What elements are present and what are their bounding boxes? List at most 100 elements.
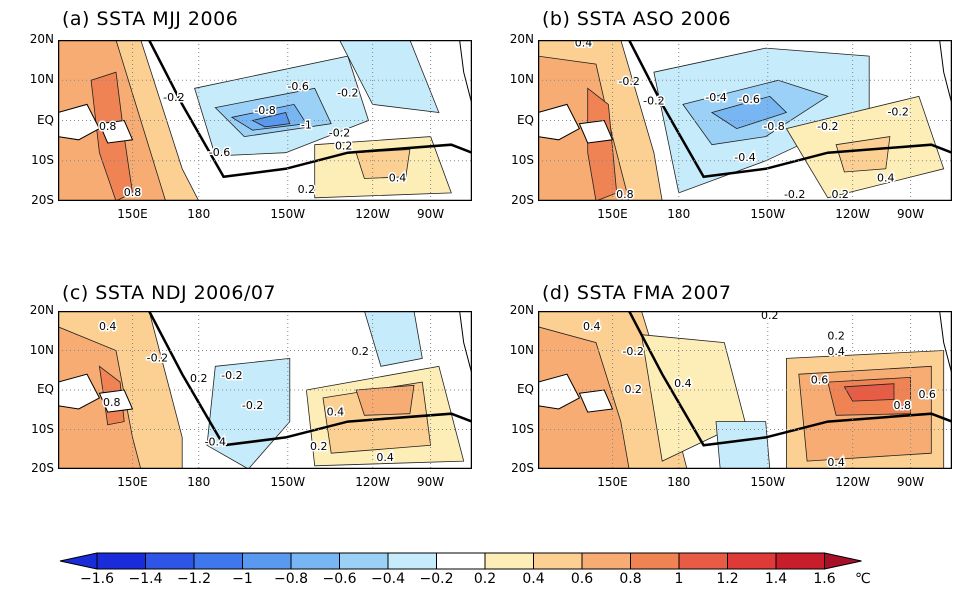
contour-label: -0.2 [622,345,643,358]
contour-label: -0.8 [254,104,275,117]
anomaly-region [355,149,411,179]
map-frame [58,40,472,201]
contour-label: 0.2 [827,329,845,342]
lat-label: 10S [511,421,534,436]
contour-label: -0.2 [147,352,168,365]
lon-label: 120W [355,207,391,221]
lon-label: 150W [270,207,306,221]
colorbar-tick-label: −0.6 [322,571,357,587]
land-mass [538,103,581,141]
lon-label: 150W [270,475,306,489]
land-mass [459,40,472,105]
lat-label: 20S [31,193,54,207]
contour-label: -1 [301,119,312,132]
contour-label: -0.2 [242,399,263,412]
lat-label: 10S [31,152,54,167]
colorbar-tick-label: −1.2 [177,571,211,587]
anomaly-region [206,357,291,469]
lat-label: 10N [509,72,534,87]
contour-label: 0.8 [616,188,634,201]
colorbar-swatch [484,552,534,570]
zero-contour [147,40,472,179]
contour-label: 0.2 [624,383,642,396]
contour-label: -0.6 [209,146,230,159]
colorbar-swatch [581,552,631,570]
contour-label: -0.2 [329,127,350,140]
lon-label: 90W [897,207,925,221]
lon-label: 150E [597,475,628,489]
anomaly-region [715,421,771,469]
lat-label: EQ [516,112,534,127]
lat-label: 20N [509,32,534,46]
colorbar-swatch [387,552,437,570]
contour-label: 0.2 [831,188,849,201]
lat-label: 10N [509,342,534,357]
lon-label: 150E [117,207,148,221]
colorbar-tick-label: 1.6 [813,571,836,587]
lon-label: 90W [897,475,925,489]
lon-label: 150E [117,475,148,489]
lon-label: 120W [835,475,871,489]
colorbar-tick-label: 0.4 [522,571,545,587]
lat-label: 20S [511,193,534,207]
contour-label: -0.4 [205,435,226,448]
colorbar-tick-label: 1.2 [716,571,739,587]
colorbar-tick-label: 1 [674,571,684,587]
colorbar-swatch [145,552,195,570]
lon-label: 90W [417,475,445,489]
colorbar-unit: ℃ [855,571,871,587]
colorbar-tick-label: −0.4 [371,571,405,587]
panel-title-d: (d) SSTA FMA 2007 [542,282,732,304]
anomaly-region [355,384,415,416]
map-frame [538,40,952,201]
contour-label: 0.2 [351,345,369,358]
lon-label: 180 [187,475,211,489]
colorbar-tick-label: 1.4 [764,571,788,587]
colorbar-swatch [96,552,146,570]
map-panel-d: 0.4 -0.2 0.2 0.2 0.4 0.4 0.2 0.6 0.8 0.6 0.4 [538,311,952,469]
lat-label: 10S [31,421,54,436]
contour-label: -0.4 [734,151,755,164]
map-frame [538,311,952,469]
contour-label: 0.2 [761,311,779,322]
lon-label: 180 [667,207,691,221]
zero-contour [147,311,472,447]
map-panel-b: 0.4 -0.2 -0.2 -0.4 -0.6 -0.8 -0.2 0.8 -0.4 0.4 0.2… [538,40,952,201]
contour-label: 0.2 [310,440,328,453]
lon-label: 180 [667,475,691,489]
contour-label: -0.2 [618,75,639,88]
contour-label: -0.4 [705,91,726,104]
contour-label: -0.2 [887,106,908,119]
lat-label: 10N [29,342,54,357]
colorbar-swatch [436,552,486,570]
contour-label: 0.2 [335,140,353,153]
contour-label: 0.6 [811,374,829,387]
colorbar-tick-label: −1 [232,571,253,587]
lon-label: 150W [750,207,786,221]
land-mass [459,311,472,375]
land-mass [939,311,952,375]
land-mass [578,119,614,144]
lon-label: 90W [417,207,445,221]
lat-label: 20N [29,303,54,317]
land-mass [98,119,134,144]
colorbar-max-arrow [824,552,862,570]
panel-title-b: (b) SSTA ASO 2006 [542,8,732,30]
colorbar-swatch [339,552,389,570]
contour-label: 0.4 [827,456,845,469]
contour-label: 0.4 [327,405,345,418]
lon-label: 150E [597,207,628,221]
land-mass [58,373,101,410]
lat-label: 10S [511,152,534,167]
colorbar-tick-label: −1.4 [128,571,163,587]
contour-label: 0.2 [298,183,316,196]
contour-label: 0.8 [99,120,117,133]
colorbar-swatch [242,552,292,570]
panel-title-c: (c) SSTA NDJ 2006/07 [62,282,277,304]
land-mass [58,103,101,141]
colorbar-tick-label: 0.6 [570,571,594,587]
zero-contour [627,40,952,179]
land-mass [939,40,952,105]
lat-label: EQ [36,112,54,127]
contour-label: 0.8 [894,399,912,412]
